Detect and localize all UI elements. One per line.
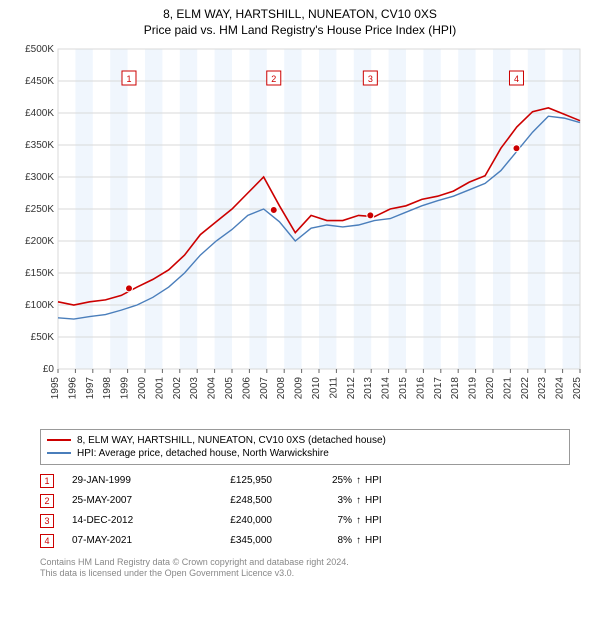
sale-marker: 2 xyxy=(40,494,54,508)
svg-text:2023: 2023 xyxy=(537,376,548,399)
svg-text:2008: 2008 xyxy=(276,376,287,399)
arrow-up-icon: ↑ xyxy=(352,475,365,486)
svg-text:1999: 1999 xyxy=(120,376,131,399)
legend: 8, ELM WAY, HARTSHILL, NUNEATON, CV10 0X… xyxy=(40,429,570,465)
sale-diff: 8% xyxy=(302,535,352,546)
svg-text:2000: 2000 xyxy=(137,376,148,399)
sale-price: £248,500 xyxy=(192,495,302,506)
svg-text:1: 1 xyxy=(126,74,131,84)
footer-line: This data is licensed under the Open Gov… xyxy=(40,568,570,580)
sale-compare: HPI xyxy=(365,475,382,486)
sale-diff: 25% xyxy=(302,475,352,486)
svg-text:£100K: £100K xyxy=(25,300,54,311)
sale-date: 14-DEC-2012 xyxy=(72,515,192,526)
svg-text:£150K: £150K xyxy=(25,268,54,279)
footer: Contains HM Land Registry data © Crown c… xyxy=(40,557,570,580)
svg-text:2006: 2006 xyxy=(241,376,252,399)
svg-text:2018: 2018 xyxy=(450,376,461,399)
sale-date: 07-MAY-2021 xyxy=(72,535,192,546)
svg-text:£500K: £500K xyxy=(25,44,54,55)
svg-text:2017: 2017 xyxy=(433,376,444,399)
svg-text:2025: 2025 xyxy=(572,376,583,399)
svg-text:2020: 2020 xyxy=(485,376,496,399)
legend-label: 8, ELM WAY, HARTSHILL, NUNEATON, CV10 0X… xyxy=(77,435,386,446)
svg-text:£50K: £50K xyxy=(31,332,55,343)
svg-text:2013: 2013 xyxy=(363,376,374,399)
svg-text:2010: 2010 xyxy=(311,376,322,399)
table-row: 3 14-DEC-2012£240,0007%↑HPI xyxy=(40,511,570,531)
footer-line: Contains HM Land Registry data © Crown c… xyxy=(40,557,570,569)
svg-text:£450K: £450K xyxy=(25,76,54,87)
sale-price: £125,950 xyxy=(192,475,302,486)
sale-diff: 7% xyxy=(302,515,352,526)
svg-text:2012: 2012 xyxy=(346,376,357,399)
svg-text:1997: 1997 xyxy=(85,376,96,399)
svg-text:2003: 2003 xyxy=(189,376,200,399)
svg-text:2014: 2014 xyxy=(381,376,392,399)
sale-marker: 3 xyxy=(40,514,54,528)
arrow-up-icon: ↑ xyxy=(352,515,365,526)
svg-text:1998: 1998 xyxy=(102,376,113,399)
legend-swatch xyxy=(47,439,71,441)
chart-subtitle: Price paid vs. HM Land Registry's House … xyxy=(0,23,600,41)
sales-table: 129-JAN-1999£125,95025%↑HPI225-MAY-2007£… xyxy=(40,471,570,551)
sale-diff: 3% xyxy=(302,495,352,506)
sale-compare: HPI xyxy=(365,515,382,526)
legend-item: 8, ELM WAY, HARTSHILL, NUNEATON, CV10 0X… xyxy=(47,434,563,447)
sale-compare: HPI xyxy=(365,495,382,506)
legend-swatch xyxy=(47,452,71,454)
svg-text:1996: 1996 xyxy=(67,376,78,399)
svg-text:£350K: £350K xyxy=(25,140,54,151)
svg-text:2021: 2021 xyxy=(502,376,513,399)
arrow-up-icon: ↑ xyxy=(352,495,365,506)
line-chart: £0 £50K £100K £150K £200K £250K £300K £350K £400… xyxy=(10,41,590,421)
table-row: 2 25-MAY-2007£248,5003%↑HPI xyxy=(40,491,570,511)
svg-text:2002: 2002 xyxy=(172,376,183,399)
svg-text:2016: 2016 xyxy=(415,376,426,399)
chart-container: 8, ELM WAY, HARTSHILL, NUNEATON, CV10 0X… xyxy=(0,0,600,620)
svg-text:2019: 2019 xyxy=(468,376,479,399)
svg-text:£400K: £400K xyxy=(25,108,54,119)
svg-text:2001: 2001 xyxy=(154,376,165,399)
sale-compare: HPI xyxy=(365,535,382,546)
sale-marker: 1 xyxy=(40,474,54,488)
svg-text:£200K: £200K xyxy=(25,236,54,247)
svg-text:2015: 2015 xyxy=(398,376,409,399)
svg-text:1995: 1995 xyxy=(50,376,61,399)
svg-text:4: 4 xyxy=(514,74,519,84)
svg-text:2024: 2024 xyxy=(555,376,566,399)
svg-text:2009: 2009 xyxy=(294,376,305,399)
sale-marker: 4 xyxy=(40,534,54,548)
table-row: 1 29-JAN-1999£125,95025%↑HPI xyxy=(40,471,570,491)
sale-date: 29-JAN-1999 xyxy=(72,475,192,486)
arrow-up-icon: ↑ xyxy=(352,535,365,546)
chart-title: 8, ELM WAY, HARTSHILL, NUNEATON, CV10 0X… xyxy=(0,0,600,23)
svg-text:£0: £0 xyxy=(43,364,55,375)
svg-text:£250K: £250K xyxy=(25,204,54,215)
table-row: 4 07-MAY-2021£345,0008%↑HPI xyxy=(40,531,570,551)
legend-label: HPI: Average price, detached house, Nort… xyxy=(77,448,329,459)
sale-date: 25-MAY-2007 xyxy=(72,495,192,506)
svg-text:2: 2 xyxy=(271,74,276,84)
svg-text:2011: 2011 xyxy=(328,376,339,398)
sale-price: £240,000 xyxy=(192,515,302,526)
svg-text:3: 3 xyxy=(368,74,373,84)
chart-area: £0 £50K £100K £150K £200K £250K £300K £350K £400… xyxy=(10,41,590,421)
legend-item: HPI: Average price, detached house, Nort… xyxy=(47,447,563,460)
svg-text:2005: 2005 xyxy=(224,376,235,399)
svg-text:2022: 2022 xyxy=(520,376,531,399)
svg-text:£300K: £300K xyxy=(25,172,54,183)
svg-text:2007: 2007 xyxy=(259,376,270,399)
sale-price: £345,000 xyxy=(192,535,302,546)
svg-text:2004: 2004 xyxy=(207,376,218,399)
